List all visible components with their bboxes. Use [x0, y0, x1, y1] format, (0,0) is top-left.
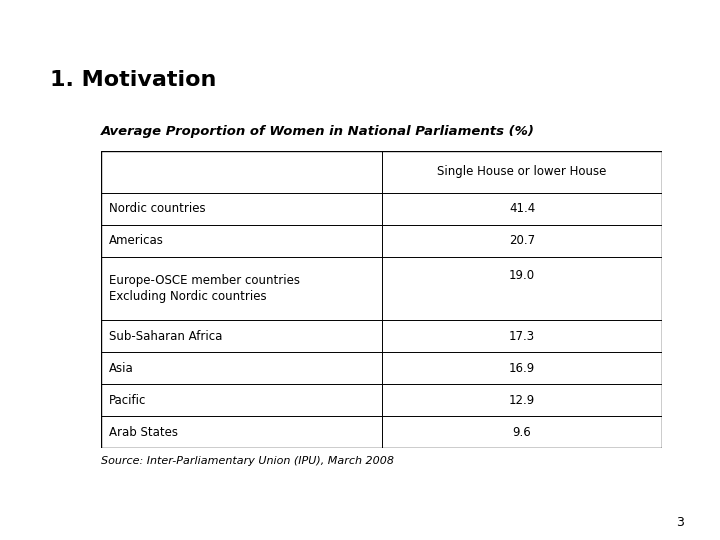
- Text: Pacific: Pacific: [109, 394, 147, 407]
- Text: 19.0: 19.0: [509, 269, 535, 282]
- Text: Sub-Saharan Africa: Sub-Saharan Africa: [109, 330, 222, 343]
- Text: 16.9: 16.9: [509, 362, 535, 375]
- Text: 12.9: 12.9: [509, 394, 535, 407]
- Text: Single House or lower House: Single House or lower House: [437, 165, 607, 178]
- Text: 3: 3: [676, 516, 684, 529]
- Text: Americas: Americas: [109, 234, 164, 247]
- Text: 9.6: 9.6: [513, 426, 531, 438]
- Text: Nordic countries: Nordic countries: [109, 202, 206, 215]
- Text: 1. Motivation: 1. Motivation: [50, 70, 217, 90]
- Text: 17.3: 17.3: [509, 330, 535, 343]
- Text: Source: Inter-Parliamentary Union (IPU), March 2008: Source: Inter-Parliamentary Union (IPU),…: [101, 456, 394, 467]
- Text: Asia: Asia: [109, 362, 134, 375]
- Text: 20.7: 20.7: [509, 234, 535, 247]
- Text: Arab States: Arab States: [109, 426, 179, 438]
- Text: 41.4: 41.4: [509, 202, 535, 215]
- Text: Europe-OSCE member countries
Excluding Nordic countries: Europe-OSCE member countries Excluding N…: [109, 274, 300, 303]
- Text: Average Proportion of Women in National Parliaments (%): Average Proportion of Women in National …: [101, 125, 535, 138]
